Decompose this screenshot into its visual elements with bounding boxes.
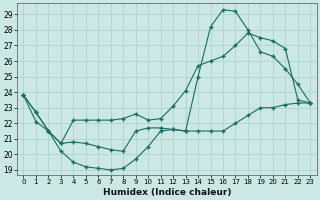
- X-axis label: Humidex (Indice chaleur): Humidex (Indice chaleur): [103, 188, 231, 197]
